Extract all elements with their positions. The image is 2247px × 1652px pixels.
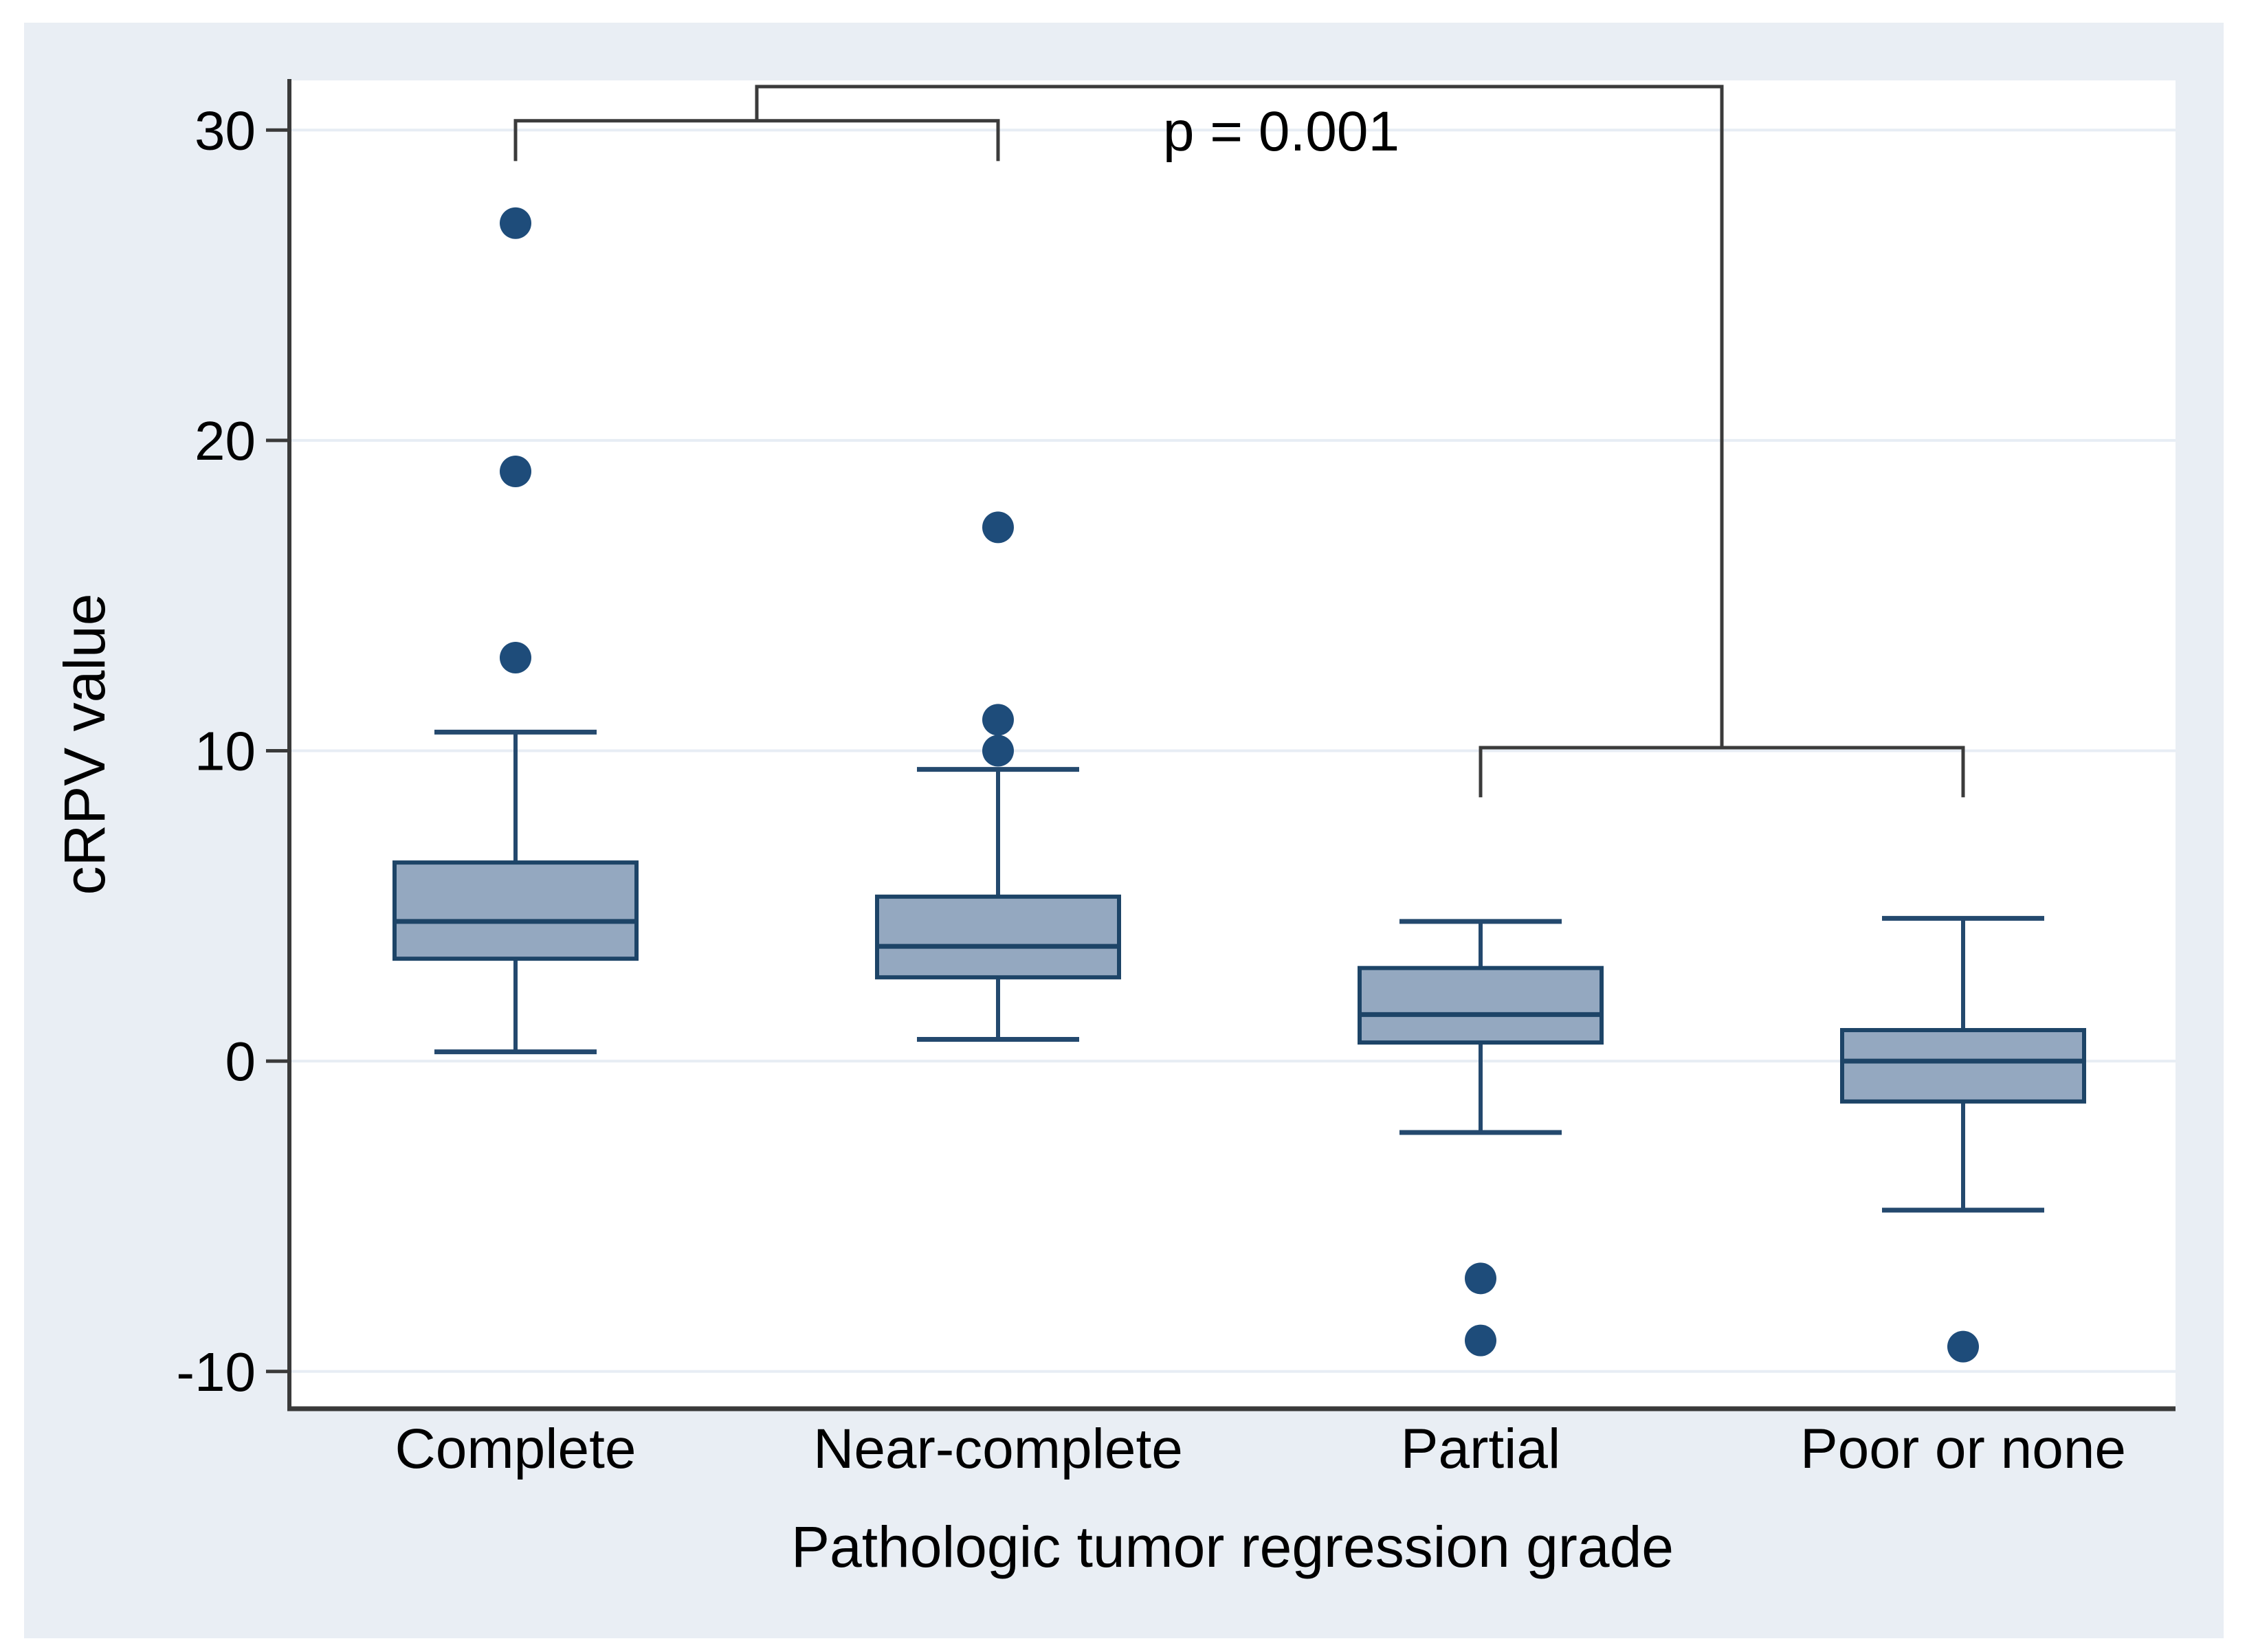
bracket-connector <box>755 85 1724 748</box>
y-axis-title: cRPV value <box>52 594 117 895</box>
y-tick-label: 0 <box>225 1031 256 1092</box>
box-iqr <box>875 894 1121 980</box>
y-tick-label: 30 <box>195 100 256 161</box>
comparison-bracket-2 <box>1479 746 1965 798</box>
x-axis-title: Pathologic tumor regression grade <box>791 1515 1674 1579</box>
outlier-dot <box>500 642 531 674</box>
box-iqr <box>1358 965 1604 1045</box>
x-category-label: Complete <box>395 1418 637 1480</box>
y-tick-label: 20 <box>195 410 256 471</box>
outlier-dot <box>500 207 531 239</box>
outlier-dot <box>1947 1330 1979 1363</box>
comparison-bracket-1 <box>513 119 1000 161</box>
x-category-label: Poor or none <box>1800 1418 2126 1480</box>
outlier-dot <box>982 704 1014 736</box>
y-tick-label: -10 <box>176 1341 256 1403</box>
chart-generated-content: 30 20 10 0 -10 Complete Near-complete Partial Po… <box>176 79 2176 1480</box>
p-value-annotation: p = 0.001 <box>1163 100 1399 163</box>
plot-area <box>289 80 2176 1409</box>
y-tick-label: 10 <box>195 721 256 782</box>
outlier-dot <box>982 735 1014 767</box>
outlier-dot <box>1465 1262 1496 1295</box>
outlier-dot <box>982 511 1014 544</box>
box-iqr <box>392 860 639 961</box>
outlier-dot <box>1465 1324 1496 1357</box>
x-category-label: Near-complete <box>813 1418 1183 1480</box>
x-category-label: Partial <box>1401 1418 1560 1480</box>
box-iqr <box>1840 1028 2086 1104</box>
outlier-dot <box>500 456 531 488</box>
